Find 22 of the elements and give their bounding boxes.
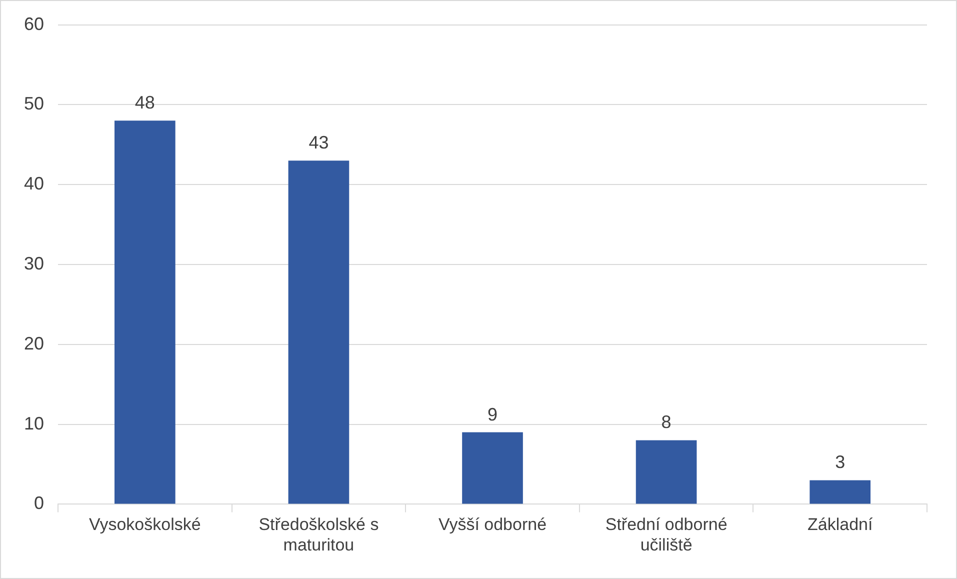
data-label: 9 [488,404,498,424]
bar [114,120,176,504]
x-tick-label: Středoškolské s maturitou [258,515,379,554]
data-label: 48 [134,92,155,113]
y-tick-label: 20 [24,333,44,354]
data-label: 3 [835,452,846,472]
x-tick-label: Základní [808,515,873,534]
y-tick-label: 0 [34,493,44,514]
data-label: 8 [661,412,672,432]
bar [288,160,350,504]
x-tick-label: Vyšší odborné [438,515,547,534]
x-tick-label: Vysokoškolské [89,515,201,534]
y-tick-label: 60 [24,14,44,34]
bar [810,480,871,504]
data-label: 43 [308,132,329,153]
y-tick-label: 10 [24,413,44,434]
y-tick-label: 30 [24,253,44,274]
y-tick-label: 50 [24,94,44,114]
x-tick-label: Střední odborné učiliště [605,515,728,554]
bar [636,440,697,504]
bar [462,432,523,504]
y-tick-label: 40 [24,174,44,194]
